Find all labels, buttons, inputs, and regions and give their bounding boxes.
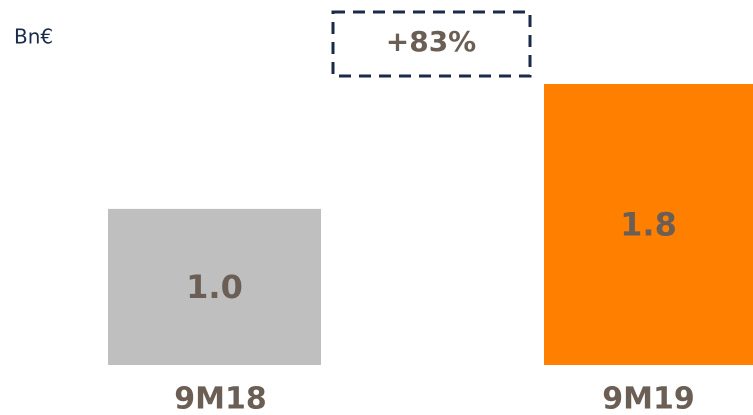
x-tick-label: 9M18 [174, 382, 266, 415]
x-tick-label: 9M19 [602, 382, 694, 415]
data-label: 1.8 [620, 206, 677, 244]
annotation: +83% [386, 25, 476, 58]
bar [108, 208, 321, 365]
annotation-box [331, 10, 532, 78]
bar [544, 84, 753, 365]
data-label: 1.0 [186, 268, 243, 306]
unit-label: Bn€ [14, 25, 53, 49]
